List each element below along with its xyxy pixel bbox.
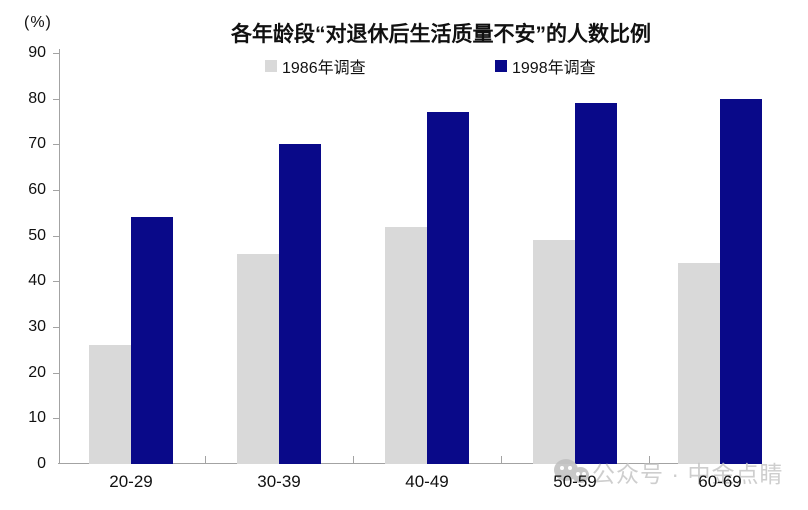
y-tick-label-20: 20 xyxy=(28,363,46,381)
bar-1986年调查-40-49 xyxy=(385,226,427,464)
legend-label-1998: 1998年调查 xyxy=(512,60,596,77)
x-boundary-tick xyxy=(649,456,650,464)
y-tick-label-40: 40 xyxy=(28,272,46,290)
y-tick-20 xyxy=(53,372,59,374)
y-tick-label-90: 90 xyxy=(28,44,46,61)
wechat-icon xyxy=(552,455,592,489)
y-tick-10 xyxy=(53,418,59,420)
x-boundary-tick xyxy=(205,456,206,464)
watermark: 公众号 · 中金点睛 xyxy=(552,455,783,489)
x-tick-label-50-59: 50-59 xyxy=(553,472,597,491)
legend-item-1998: 1998年调查 xyxy=(495,55,596,77)
legend-swatch-1986 xyxy=(265,60,277,72)
bar-1986年调查-30-39 xyxy=(237,253,279,464)
x-tick-label-60-69: 60-69 xyxy=(698,472,742,491)
bar-1986年调查-20-29 xyxy=(89,345,131,464)
y-tick-90 xyxy=(53,53,59,54)
y-tick-label-30: 30 xyxy=(28,318,46,335)
y-axis-unit-label: (%) xyxy=(24,14,52,31)
y-tick-label-80: 80 xyxy=(28,89,46,107)
legend-label-1986: 1986年调查 xyxy=(282,60,366,77)
legend-item-1986: 1986年调查 xyxy=(265,55,366,77)
bar-1986年调查-60-69 xyxy=(678,263,720,464)
y-tick-label-50: 50 xyxy=(28,226,46,244)
y-tick-70 xyxy=(53,144,59,146)
y-tick-50 xyxy=(53,235,59,237)
bar-1998年调查-30-39 xyxy=(279,144,321,464)
y-tick-label-70: 70 xyxy=(28,135,46,153)
bar-1998年调查-20-29 xyxy=(131,217,173,464)
y-tick-label-0: 0 xyxy=(37,455,46,472)
y-tick-80 xyxy=(53,98,59,100)
legend-swatch-1998 xyxy=(495,60,507,72)
x-tick-label-40-49: 40-49 xyxy=(405,472,449,491)
y-tick-60 xyxy=(53,190,59,191)
chart-title: 各年龄段“对退休后生活质量不安”的人数比例 xyxy=(231,23,651,46)
bar-1986年调查-50-59 xyxy=(533,240,575,464)
x-tick-label-30-39: 30-39 xyxy=(257,472,301,491)
y-axis-line xyxy=(59,49,60,464)
y-tick-40 xyxy=(53,281,59,283)
legend: 1986年调查 1998年调查 xyxy=(0,55,808,77)
x-boundary-tick xyxy=(501,456,502,464)
bar-1998年调查-50-59 xyxy=(575,103,617,464)
x-boundary-tick xyxy=(353,456,354,464)
x-tick-label-20-29: 20-29 xyxy=(109,472,153,491)
y-tick-label-60: 60 xyxy=(28,181,46,198)
watermark-text: 公众号 · 中金点睛 xyxy=(592,461,784,487)
y-tick-label-10: 10 xyxy=(28,409,46,427)
y-tick-30 xyxy=(53,327,59,328)
bar-1998年调查-40-49 xyxy=(427,112,469,464)
bar-1998年调查-60-69 xyxy=(720,98,762,464)
